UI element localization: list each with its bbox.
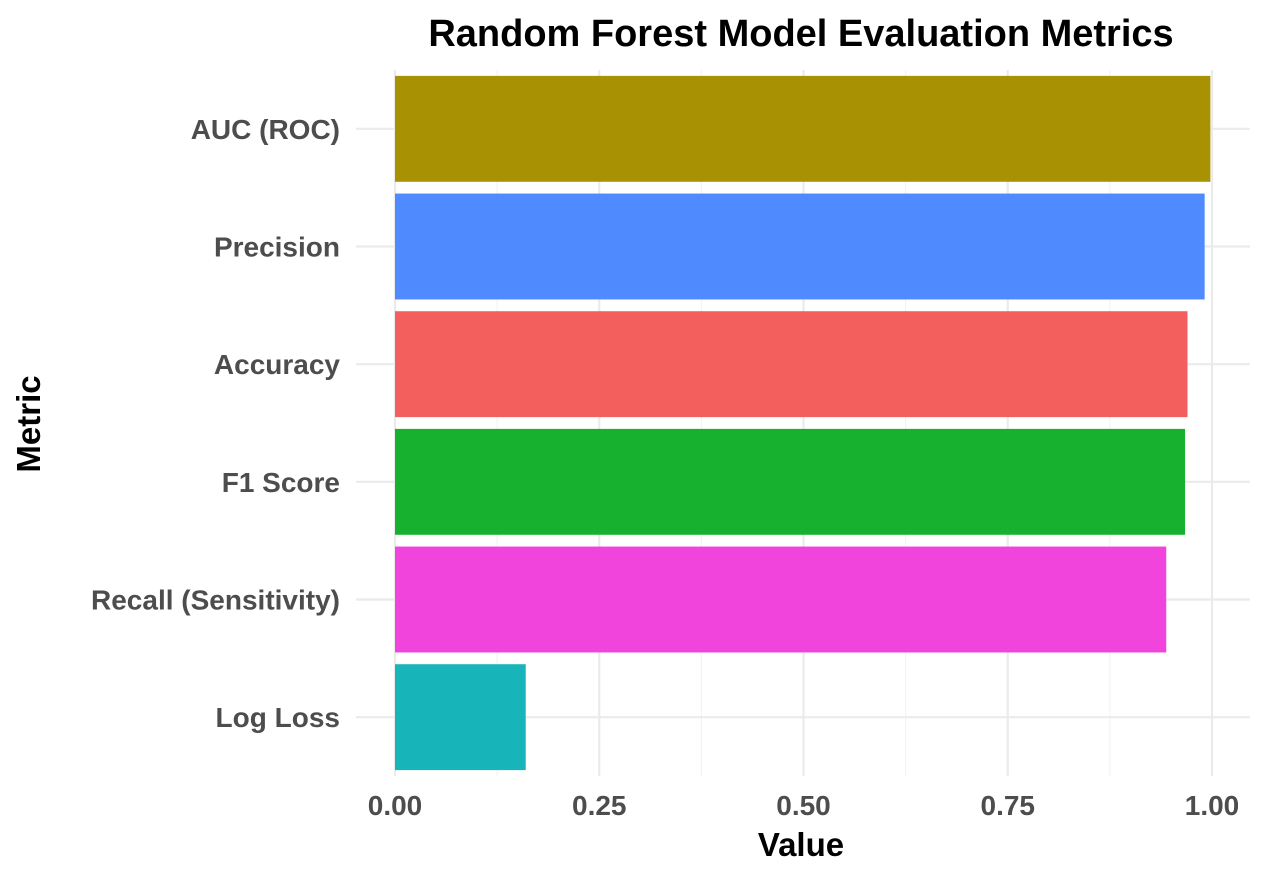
y-tick-label: AUC (ROC) [191, 114, 340, 145]
bar-log-loss [395, 664, 526, 771]
bar-recall-sensitivity [395, 546, 1167, 653]
bar-precision [395, 193, 1205, 300]
y-tick-label: F1 Score [222, 467, 340, 498]
chart-title: Random Forest Model Evaluation Metrics [428, 13, 1173, 55]
x-axis-ticks: 0.00 0.25 0.50 0.75 1.00 [368, 790, 1240, 821]
y-axis-ticks: AUC (ROC) Precision Accuracy F1 Score Recall… [91, 114, 340, 733]
y-axis-title: Metric [10, 375, 47, 472]
y-tick-label: Recall (Sensitivity) [91, 585, 340, 616]
y-tick-label: Accuracy [214, 349, 341, 380]
bars [395, 75, 1211, 771]
x-tick-label: 0.75 [981, 790, 1036, 821]
x-tick-label: 0.00 [368, 790, 423, 821]
y-tick-label: Log Loss [216, 702, 340, 733]
x-tick-label: 0.25 [572, 790, 627, 821]
x-axis-title: Value [758, 826, 844, 863]
y-tick-label: Precision [214, 232, 340, 263]
bar-f1-score [395, 428, 1186, 535]
x-tick-label: 0.50 [776, 790, 831, 821]
bar-auc-roc [395, 75, 1211, 182]
x-tick-label: 1.00 [1185, 790, 1240, 821]
bar-accuracy [395, 311, 1188, 418]
